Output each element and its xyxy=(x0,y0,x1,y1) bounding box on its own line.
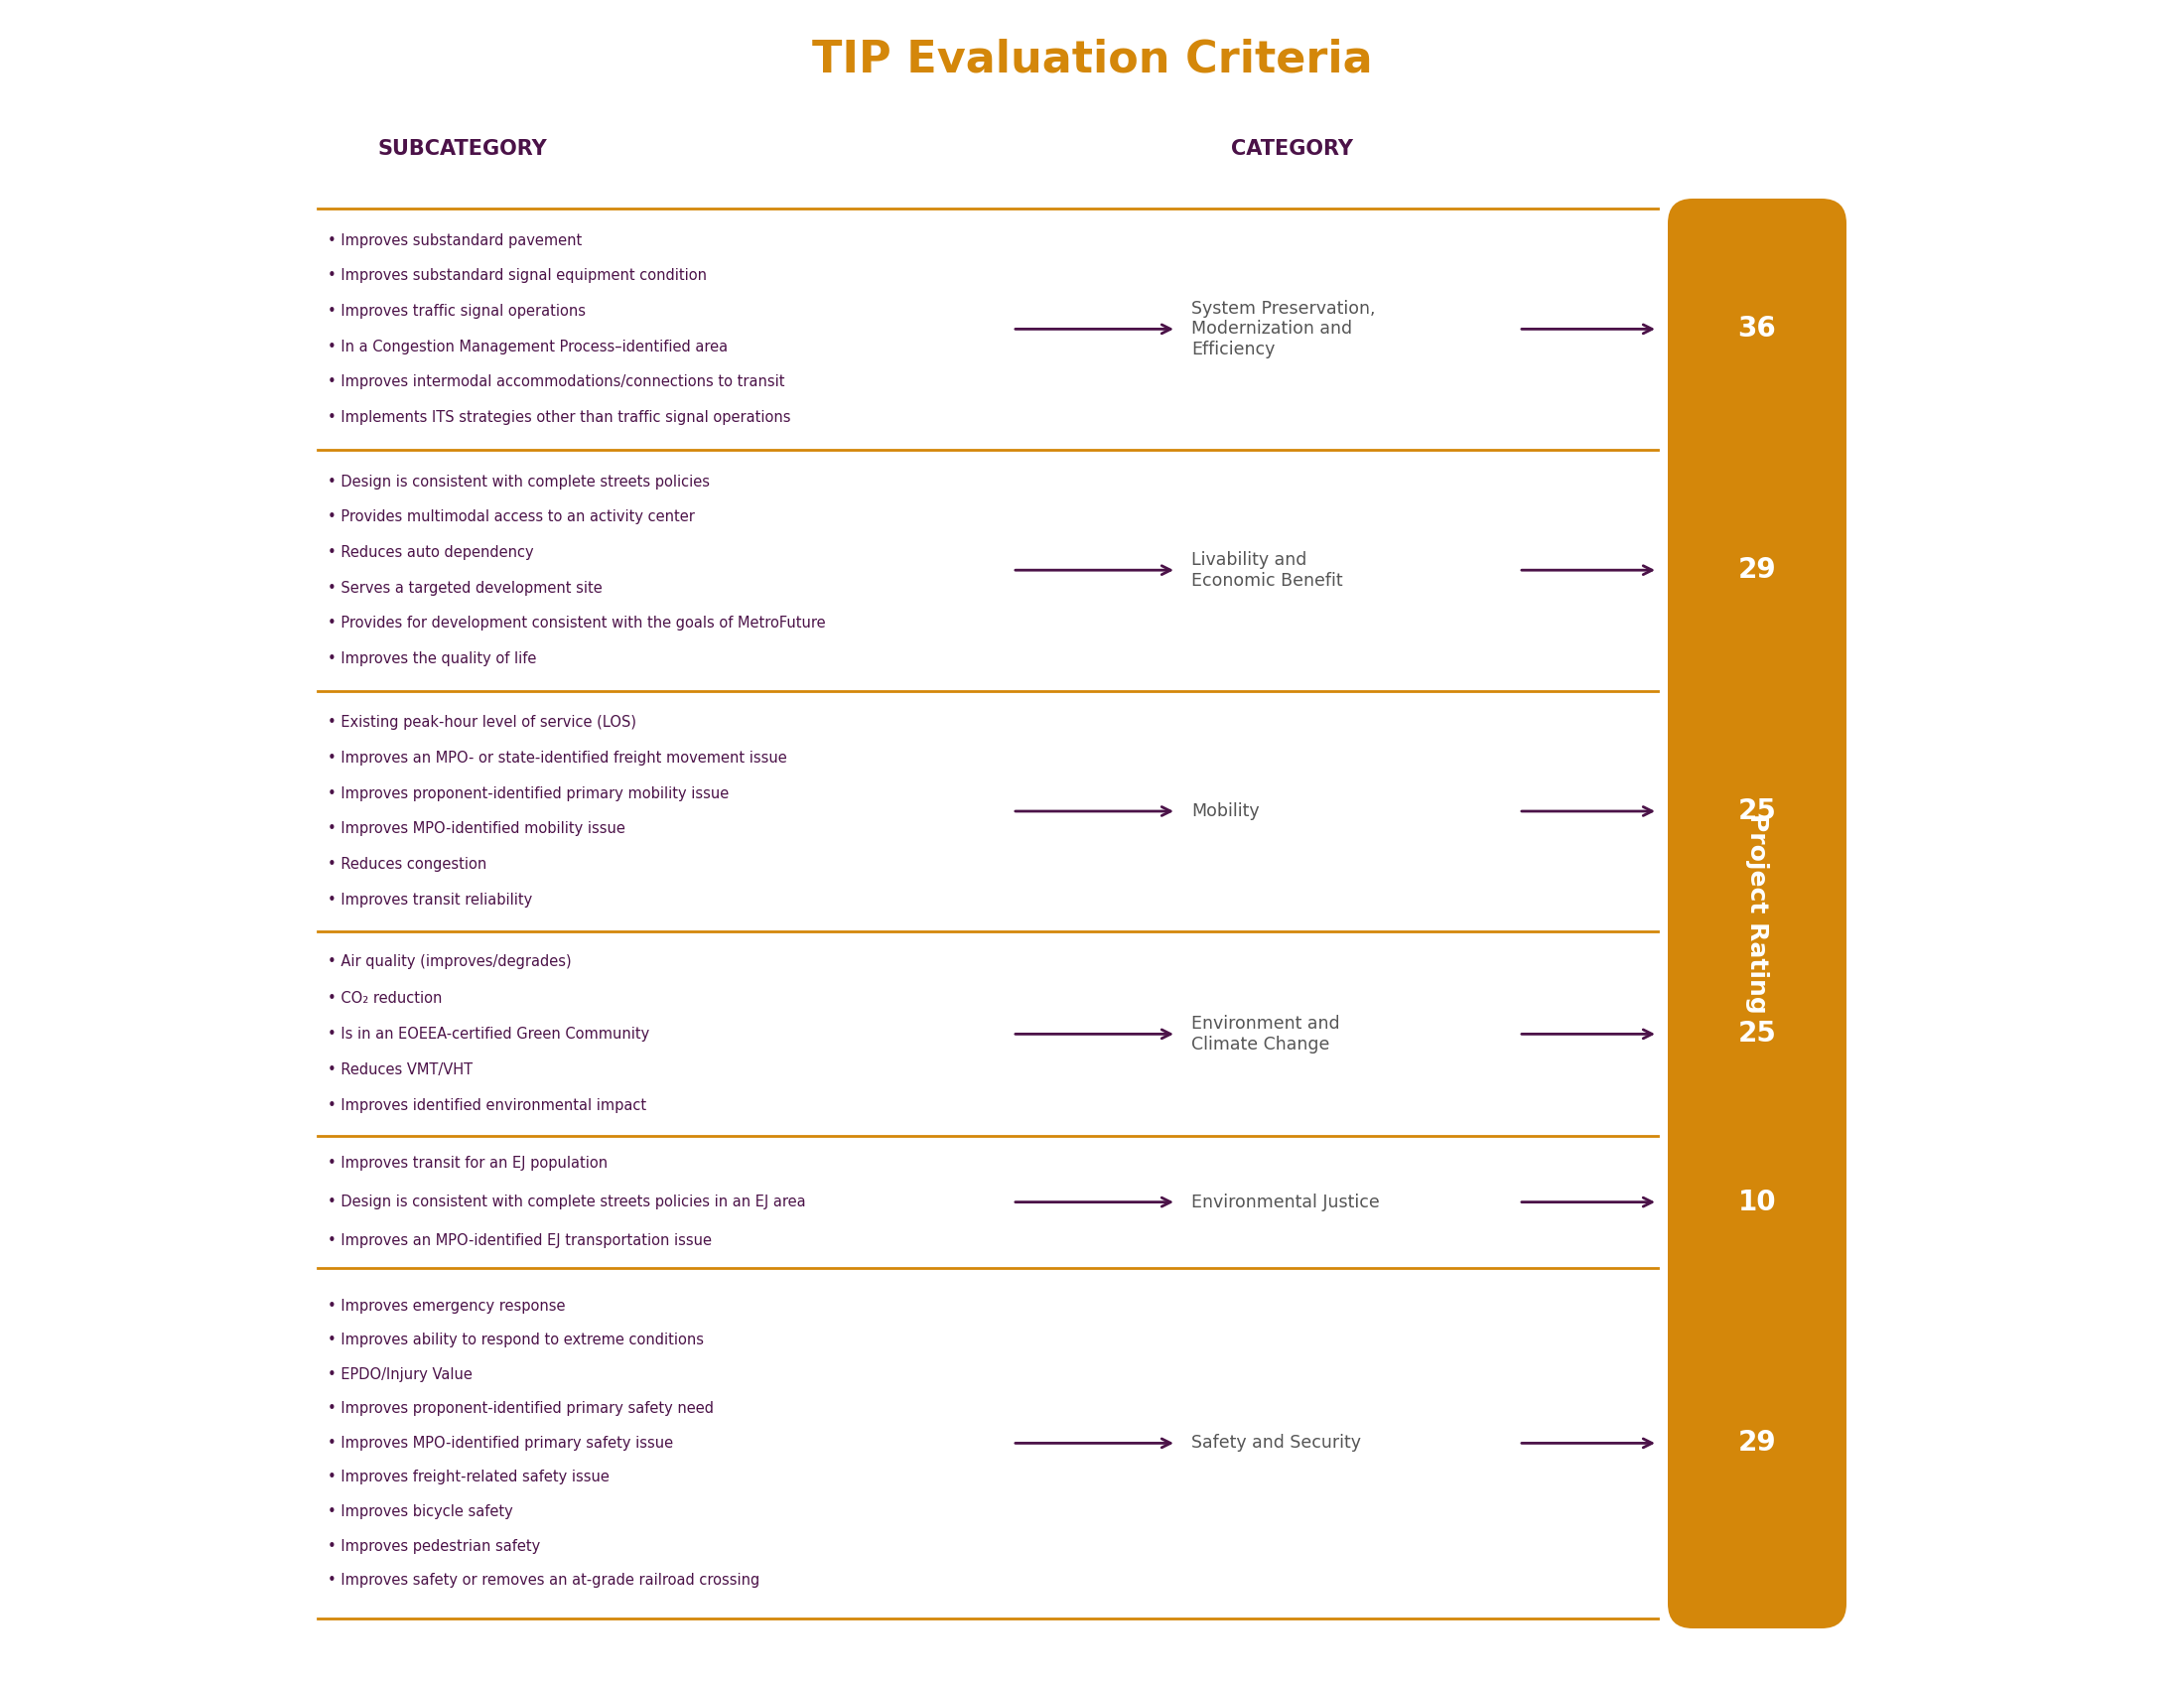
Text: 10: 10 xyxy=(1738,1188,1776,1215)
Text: • Improves freight-related safety issue: • Improves freight-related safety issue xyxy=(328,1470,609,1485)
Text: • Improves substandard pavement: • Improves substandard pavement xyxy=(328,233,581,248)
Text: • CO₂ reduction: • CO₂ reduction xyxy=(328,991,441,1006)
Text: • Reduces auto dependency: • Reduces auto dependency xyxy=(328,545,533,560)
Text: System Preservation,
Modernization and
Efficiency: System Preservation, Modernization and E… xyxy=(1190,299,1376,358)
Text: Environmental Justice: Environmental Justice xyxy=(1190,1193,1380,1210)
Text: 25: 25 xyxy=(1738,1020,1776,1048)
Text: Livability and
Economic Benefit: Livability and Economic Benefit xyxy=(1190,550,1343,589)
Text: • EPDO/Injury Value: • EPDO/Injury Value xyxy=(328,1367,472,1382)
Text: • Improves proponent-identified primary safety need: • Improves proponent-identified primary … xyxy=(328,1401,714,1416)
Text: • Improves transit reliability: • Improves transit reliability xyxy=(328,893,533,906)
Text: • In a Congestion Management Process–identified area: • In a Congestion Management Process–ide… xyxy=(328,339,727,354)
Text: CATEGORY: CATEGORY xyxy=(1232,138,1354,159)
Text: • Improves pedestrian safety: • Improves pedestrian safety xyxy=(328,1538,539,1553)
Text: • Design is consistent with complete streets policies: • Design is consistent with complete str… xyxy=(328,474,710,490)
Text: • Improves the quality of life: • Improves the quality of life xyxy=(328,652,537,667)
Text: • Improves intermodal accommodations/connections to transit: • Improves intermodal accommodations/con… xyxy=(328,375,784,390)
Text: • Improves ability to respond to extreme conditions: • Improves ability to respond to extreme… xyxy=(328,1334,703,1347)
Text: • Improves traffic signal operations: • Improves traffic signal operations xyxy=(328,304,585,319)
Text: • Improves an MPO-identified EJ transportation issue: • Improves an MPO-identified EJ transpor… xyxy=(328,1234,712,1247)
Text: • Improves bicycle safety: • Improves bicycle safety xyxy=(328,1504,513,1519)
Text: • Improves substandard signal equipment condition: • Improves substandard signal equipment … xyxy=(328,268,708,284)
Text: 29: 29 xyxy=(1738,557,1776,584)
Text: • Improves emergency response: • Improves emergency response xyxy=(328,1298,566,1313)
Text: • Improves safety or removes an at-grade railroad crossing: • Improves safety or removes an at-grade… xyxy=(328,1573,760,1588)
Text: Mobility: Mobility xyxy=(1190,802,1260,820)
Text: TIP Evaluation Criteria: TIP Evaluation Criteria xyxy=(812,39,1372,81)
Text: • Improves MPO-identified mobility issue: • Improves MPO-identified mobility issue xyxy=(328,822,625,836)
Text: • Is in an EOEEA-certified Green Community: • Is in an EOEEA-certified Green Communi… xyxy=(328,1026,649,1041)
Text: • Design is consistent with complete streets policies in an EJ area: • Design is consistent with complete str… xyxy=(328,1195,806,1210)
Text: • Air quality (improves/degrades): • Air quality (improves/degrades) xyxy=(328,955,572,969)
Text: • Implements ITS strategies other than traffic signal operations: • Implements ITS strategies other than t… xyxy=(328,410,791,425)
Text: • Existing peak-hour level of service (LOS): • Existing peak-hour level of service (L… xyxy=(328,716,636,731)
Text: Environment and
Climate Change: Environment and Climate Change xyxy=(1190,1014,1339,1053)
Text: • Reduces congestion: • Reduces congestion xyxy=(328,858,487,871)
Text: SUBCATEGORY: SUBCATEGORY xyxy=(378,138,546,159)
Text: • Improves identified environmental impact: • Improves identified environmental impa… xyxy=(328,1099,646,1114)
Text: • Reduces VMT/VHT: • Reduces VMT/VHT xyxy=(328,1063,472,1077)
Text: • Improves transit for an EJ population: • Improves transit for an EJ population xyxy=(328,1156,607,1171)
FancyBboxPatch shape xyxy=(1669,199,1845,1629)
Text: • Improves MPO-identified primary safety issue: • Improves MPO-identified primary safety… xyxy=(328,1436,673,1450)
Text: • Improves an MPO- or state-identified freight movement issue: • Improves an MPO- or state-identified f… xyxy=(328,751,786,766)
Text: 25: 25 xyxy=(1738,797,1776,825)
Text: • Provides for development consistent with the goals of MetroFuture: • Provides for development consistent wi… xyxy=(328,616,826,631)
Text: • Serves a targeted development site: • Serves a targeted development site xyxy=(328,581,603,596)
Text: • Improves proponent-identified primary mobility issue: • Improves proponent-identified primary … xyxy=(328,787,729,802)
Text: Safety and Security: Safety and Security xyxy=(1190,1435,1361,1452)
Text: 36: 36 xyxy=(1738,316,1776,343)
Text: • Provides multimodal access to an activity center: • Provides multimodal access to an activ… xyxy=(328,510,695,525)
Text: 29: 29 xyxy=(1738,1430,1776,1457)
Text: Project Rating: Project Rating xyxy=(1745,814,1769,1014)
